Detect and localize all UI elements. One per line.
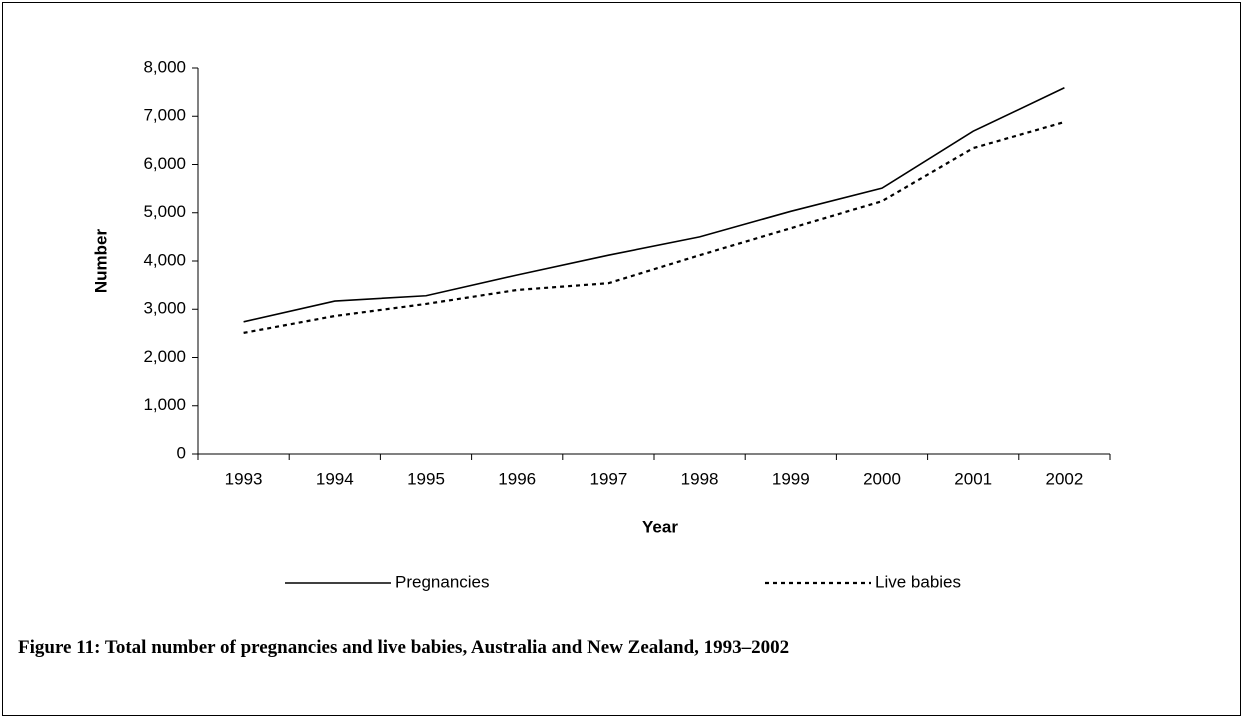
x-tick-label: 2000: [863, 469, 901, 488]
y-axis-label: Number: [91, 229, 110, 294]
x-tick-label: 1999: [772, 469, 810, 488]
x-tick-label: 2002: [1045, 469, 1083, 488]
y-tick-label: 5,000: [143, 202, 186, 221]
y-tick-label: 4,000: [143, 250, 186, 269]
x-tick-label: 1998: [681, 469, 719, 488]
caption: Figure 11: Total number of pregnancies a…: [18, 637, 790, 658]
series-line: [243, 87, 1065, 323]
x-tick-label: 1994: [316, 469, 354, 488]
legend-label: Pregnancies: [395, 572, 490, 591]
y-tick-label: 2,000: [143, 347, 186, 366]
y-tick-label: 8,000: [143, 57, 186, 76]
y-tick-label: 7,000: [143, 106, 186, 125]
y-tick-label: 3,000: [143, 299, 186, 318]
y-tick-label: 6,000: [143, 154, 186, 173]
x-tick-label: 1997: [589, 469, 627, 488]
x-tick-label: 2001: [954, 469, 992, 488]
y-tick-label: 1,000: [143, 395, 186, 414]
x-tick-label: 1996: [498, 469, 536, 488]
legend-label: Live babies: [875, 572, 961, 591]
x-tick-label: 1993: [225, 469, 263, 488]
x-axis-label: Year: [642, 517, 678, 536]
y-tick-label: 0: [177, 443, 186, 462]
series-line: [243, 120, 1065, 334]
x-tick-label: 1995: [407, 469, 445, 488]
